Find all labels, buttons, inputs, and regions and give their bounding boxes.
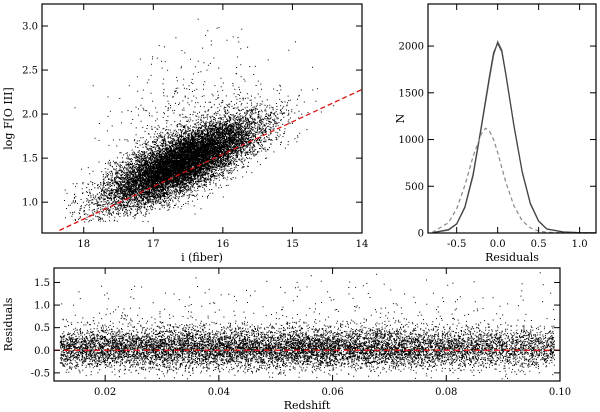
x-tick-label: 0.06: [321, 387, 343, 398]
x-tick-label: -0.5: [447, 239, 466, 250]
x-tick-label: 1.0: [572, 239, 588, 250]
y-tick-label: 1.5: [22, 154, 38, 165]
x-tick-label: 0.5: [531, 239, 547, 250]
y-tick-label: 1.0: [22, 198, 38, 209]
y-tick-label: 1.0: [34, 301, 50, 312]
y-axis-label: log F[O III]: [2, 87, 15, 149]
plot-frame: [41, 3, 363, 234]
panel-2-lines: [431, 39, 597, 234]
plot-frame: [53, 267, 561, 382]
panel-3-axes: 0.02 0.04 0.06 0.08 0.10 -0.5 0.0 0.5 1.0 1.5 Reds…: [2, 267, 571, 412]
x-axis-label: i (fiber): [181, 251, 223, 264]
y-tick-label: 500: [405, 182, 424, 193]
panel-3-points: [59, 272, 556, 380]
y-tick-label: 0.0: [34, 346, 50, 357]
x-axis-label: Redshift: [284, 399, 331, 412]
x-tick-label: 0.04: [208, 387, 230, 398]
plot-frame: [427, 3, 597, 234]
panel-2-axes: -0.5 0.0 0.5 1.0 0 500 1000 1500 2000 Residuals N: [394, 3, 597, 264]
y-tick-label: 3.0: [22, 22, 38, 33]
y-tick-label: 0: [418, 229, 424, 240]
y-tick-label: 1.5: [34, 278, 50, 289]
scatter-points: [64, 18, 335, 223]
x-tick-label: 14: [356, 239, 369, 250]
scatter-points: [59, 272, 556, 380]
x-tick-label: 18: [77, 239, 90, 250]
panel-1-points: [64, 18, 335, 223]
histogram-line-1: [432, 39, 597, 234]
x-tick-label: 16: [217, 239, 230, 250]
histogram-line-2: [431, 41, 597, 234]
x-tick-label: 0.0: [490, 239, 506, 250]
y-tick-label: 2.5: [22, 66, 38, 77]
x-tick-label: 15: [286, 239, 299, 250]
x-tick-label: 0.10: [549, 387, 571, 398]
x-tick-label: 0.02: [94, 387, 116, 398]
y-tick-label: 2000: [399, 42, 424, 53]
y-axis-label: N: [394, 113, 407, 123]
y-tick-label: -0.5: [31, 368, 50, 379]
x-tick-label: 0.08: [435, 387, 457, 398]
y-tick-label: 1500: [399, 88, 424, 99]
y-axis-label: Residuals: [2, 297, 15, 351]
y-tick-label: 1000: [399, 135, 424, 146]
x-tick-label: 17: [147, 239, 160, 250]
y-tick-label: 2.0: [22, 110, 38, 121]
y-tick-label: 0.5: [34, 323, 50, 334]
x-axis-label: Residuals: [485, 251, 539, 264]
histogram-line-3: [431, 127, 596, 234]
panel-1-axes: 18 17 16 15 14 1.0 1.5 2.0 2.5 3.0 i (fiber) log F[…: [2, 3, 369, 264]
